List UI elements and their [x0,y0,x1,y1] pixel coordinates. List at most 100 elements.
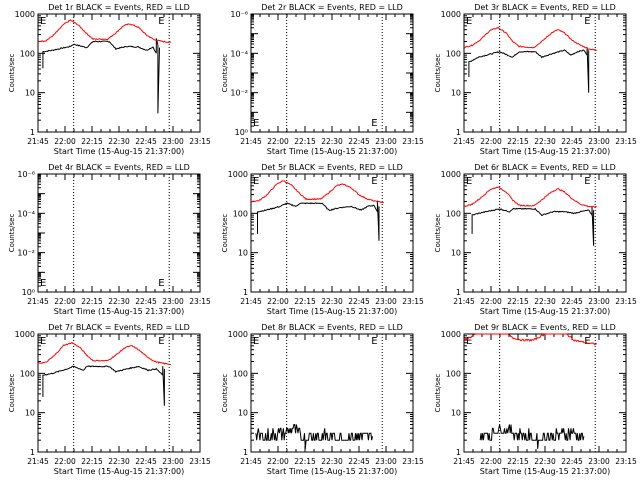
y-tick-label: 1000 [441,10,461,19]
x-tick-label: 22:45 [135,137,157,146]
x-tick-label: 23:15 [615,457,637,466]
x-tick-label: 22:45 [348,137,370,146]
chart-title: Det 2r BLACK = Events, RED = LLD [261,3,403,12]
x-tick-label: 23:15 [402,457,424,466]
x-tick-label: 23:00 [588,297,610,306]
y-axis-label: Counts/sec [221,54,229,93]
x-tick-label: 22:15 [81,137,103,146]
y-tick-label: 10 [238,409,248,418]
x-tick-label: 21:45 [27,137,49,146]
x-tick-label: 23:15 [615,297,637,306]
x-tick-label: 22:15 [81,297,103,306]
marker-label: E [584,336,590,347]
chart-title: Det 4r BLACK = Events, RED = LLD [48,163,190,172]
plot-frame [37,173,201,293]
x-tick-label: 22:30 [534,297,556,306]
x-tick-label: 23:00 [162,137,184,146]
x-axis-label: Start Time (15-Aug-15 21:37:00) [480,467,611,476]
y-tick-label: 1000 [441,330,461,339]
marker-label: E [466,336,472,347]
y-tick-label: 100 [20,49,35,58]
y-tick-label: 100 [446,209,461,218]
y-tick-label: 1 [456,128,461,137]
marker-label: E [466,16,472,27]
y-tick-label: 100 [446,369,461,378]
y-tick-label: 1000 [228,170,248,179]
marker-label: E [158,16,164,27]
marker-label: E [40,16,46,27]
x-tick-label: 22:00 [480,457,502,466]
x-axis-label: Start Time (15-Aug-15 21:37:00) [54,307,185,316]
marker-label: E [584,176,590,187]
y-tick-label: 100 [233,209,248,218]
panel-det-4: Det 4r BLACK = Events, RED = LLD 10⁰ 10⁻² 1… [8,163,211,316]
x-tick-label: 22:45 [561,457,583,466]
x-tick-label: 21:45 [27,457,49,466]
plot-frame [250,173,414,293]
x-tick-label: 22:15 [507,297,529,306]
series-red-line [37,341,171,366]
y-tick-label: 1000 [441,170,461,179]
chart-title: Det 5r BLACK = Events, RED = LLD [261,163,403,172]
y-tick-label: 10⁻⁴ [17,209,35,218]
chart-title: Det 1r BLACK = Events, RED = LLD [48,3,190,12]
x-tick-label: 23:00 [375,457,397,466]
x-tick-label: 23:00 [375,137,397,146]
x-tick-label: 22:30 [321,297,343,306]
x-tick-label: 22:30 [321,457,343,466]
series-red-line [463,26,597,51]
y-tick-label: 10⁻⁶ [17,170,35,179]
x-tick-label: 22:45 [348,297,370,306]
marker-label: E [40,278,46,289]
x-tick-label: 21:45 [240,457,262,466]
y-tick-label: 10⁰ [235,128,248,137]
series-black-line [257,200,380,241]
chart-title: Det 3r BLACK = Events, RED = LLD [474,3,616,12]
series-black-line [255,424,373,449]
y-tick-label: 1000 [15,330,35,339]
series-black-line [42,38,160,114]
x-tick-label: 22:30 [108,297,130,306]
panel-det-5: Det 5r BLACK = Events, RED = LLD 1 10 100 10… [221,163,424,316]
x-axis-label: Start Time (15-Aug-15 21:37:00) [267,147,398,156]
y-tick-label: 10 [25,89,35,98]
y-tick-label: 1 [30,448,35,457]
x-tick-label: 22:45 [561,137,583,146]
series-red-line [250,180,384,204]
plot-frame [37,13,201,133]
x-tick-label: 21:45 [27,297,49,306]
panel-det-9: Det 9r BLACK = Events, RED = LLD 1 10 100 10… [434,323,637,476]
y-tick-label: 1 [456,288,461,297]
x-tick-label: 22:00 [267,137,289,146]
y-tick-label: 10 [451,249,461,258]
series-red-line [463,333,598,346]
panel-det-7: Det 7r BLACK = Events, RED = LLD 1 10 100 10… [8,323,211,476]
x-tick-label: 22:15 [507,137,529,146]
x-tick-label: 22:45 [135,457,157,466]
series-red-line [463,186,598,208]
panel-det-8: Det 8r BLACK = Events, RED = LLD 1 10 100 10… [221,323,424,476]
y-tick-label: 100 [20,369,35,378]
x-axis-label: Start Time (15-Aug-15 21:37:00) [267,467,398,476]
x-tick-label: 22:15 [294,297,316,306]
marker-label: E [253,336,259,347]
marker-label: E [584,16,590,27]
y-axis-label: Counts/sec [221,374,229,413]
plot-frame [250,13,414,133]
x-tick-label: 23:15 [189,457,211,466]
x-tick-label: 23:00 [162,457,184,466]
panel-det-2: Det 2r BLACK = Events, RED = LLD 10⁰ 10⁻² 1… [221,3,424,156]
y-tick-label: 1 [456,448,461,457]
panel-det-6: Det 6r BLACK = Events, RED = LLD 1 10 100 10… [434,163,637,316]
marker-label: E [158,278,164,289]
x-tick-label: 23:15 [402,137,424,146]
x-axis-label: Start Time (15-Aug-15 21:37:00) [267,307,398,316]
x-axis-label: Start Time (15-Aug-15 21:37:00) [54,147,185,156]
y-axis-label: Counts/sec [434,374,442,413]
x-tick-label: 22:00 [480,297,502,306]
x-tick-label: 22:15 [294,137,316,146]
chart-title: Det 9r BLACK = Events, RED = LLD [474,323,616,332]
x-tick-label: 23:15 [615,137,637,146]
marker-label: E [371,176,377,187]
